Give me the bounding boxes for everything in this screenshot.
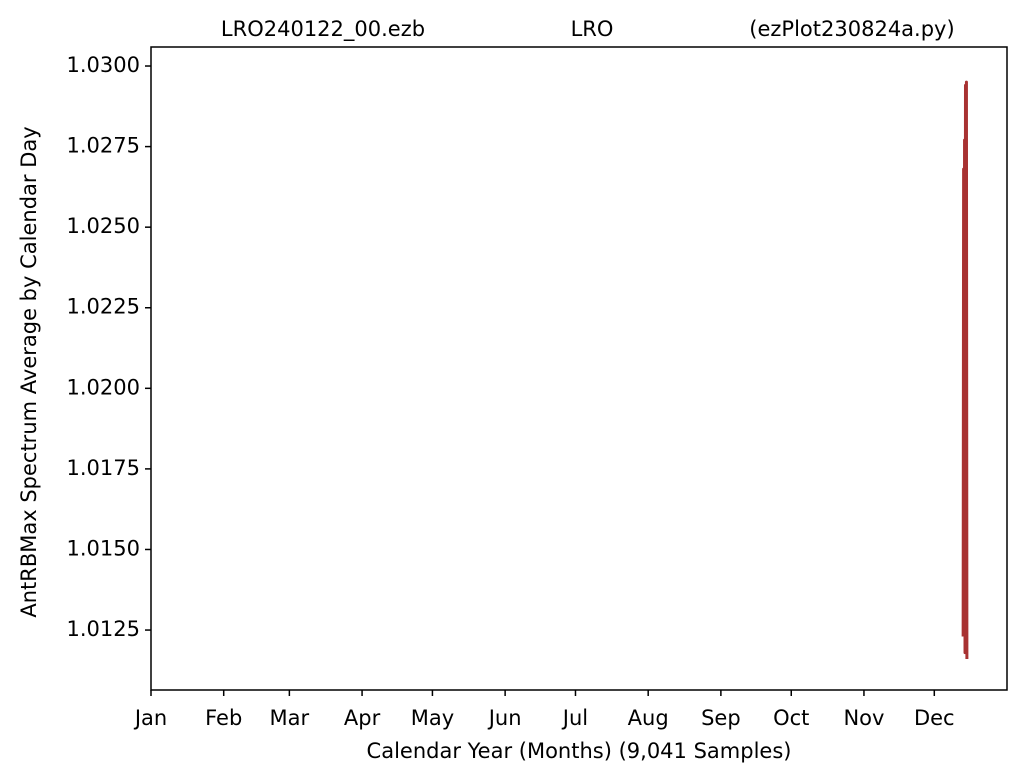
x-tick-label: Jan [133,706,167,730]
chart-title: LRO240122_00.ezb [221,17,425,42]
x-tick-label: Jun [487,706,522,730]
x-axis-label: Calendar Year (Months) (9,041 Samples) [367,739,792,763]
y-tick-label: 1.0150 [67,536,140,560]
y-tick-label: 1.0250 [67,214,140,238]
y-tick-label: 1.0300 [67,53,140,77]
chart-title: LRO [571,17,614,41]
x-tick-label: Jul [561,706,588,730]
x-tick-label: Aug [628,706,669,730]
y-tick-label: 1.0225 [67,295,140,319]
y-axis-label: AntRBMax Spectrum Average by Calendar Da… [17,126,41,617]
y-tick-label: 1.0125 [67,617,140,641]
y-tick-label: 1.0200 [67,375,140,399]
x-tick-label: Apr [344,706,381,730]
x-tick-label: May [411,706,454,730]
x-tick-label: Feb [205,706,242,730]
chart-title: (ezPlot230824a.py) [749,17,954,41]
x-tick-label: Mar [270,706,310,730]
plot-area [150,46,1008,691]
x-tick-label: Sep [701,706,741,730]
y-tick-label: 1.0175 [67,456,140,480]
x-tick-label: Oct [773,706,809,730]
x-tick-label: Dec [914,706,955,730]
x-tick-label: Nov [843,706,884,730]
y-tick-label: 1.0275 [67,134,140,158]
data-line [961,80,969,660]
